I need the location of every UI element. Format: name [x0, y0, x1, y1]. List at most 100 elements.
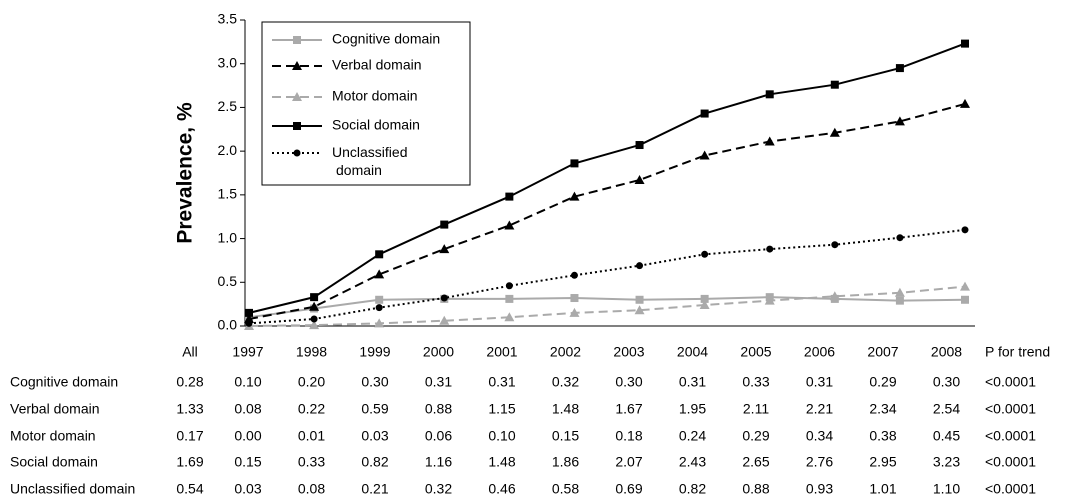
series-line [248, 42, 966, 314]
y-tick-label: 3.5 [218, 11, 238, 27]
table-cell: 1.01 [869, 481, 896, 497]
legend-label: Social domain [332, 117, 420, 133]
table-cell: 0.88 [425, 401, 452, 417]
table-cell: 0.24 [679, 428, 706, 444]
table-cell: 1.48 [488, 454, 515, 470]
table-cell: 0.06 [425, 428, 452, 444]
point [439, 244, 450, 254]
point [505, 282, 513, 290]
table-cell: 0.58 [552, 481, 579, 497]
point [635, 295, 644, 304]
table-cell: 0.10 [234, 374, 261, 390]
legend-label: Motor domain [332, 88, 418, 104]
table-cell: 2.34 [869, 401, 896, 417]
x-tick-label: 2006 [804, 344, 835, 360]
table-cell: <0.0001 [985, 401, 1036, 417]
table-cell: 0.59 [361, 401, 388, 417]
table-cell: 1.48 [552, 401, 579, 417]
table-cell: 0.45 [933, 428, 960, 444]
point [375, 304, 383, 312]
y-tick-label: 0.0 [218, 317, 238, 333]
point [895, 64, 904, 73]
x-tick-label: 2005 [740, 344, 771, 360]
table-cell: 0.88 [742, 481, 769, 497]
x-tick-label: 2004 [677, 344, 708, 360]
point [829, 127, 840, 137]
row-label: Cognitive domain [10, 374, 118, 390]
point [960, 98, 970, 108]
legend-label: Cognitive domain [332, 31, 440, 47]
point [440, 294, 448, 302]
point [374, 318, 385, 328]
x-tick-label: 2003 [613, 344, 644, 360]
x-tick-label: 1998 [296, 344, 327, 360]
y-tick-label: 2.5 [218, 98, 238, 114]
point [894, 116, 905, 126]
table-cell: 0.46 [488, 481, 515, 497]
point [829, 291, 840, 301]
y-tick-label: 2.0 [218, 142, 238, 158]
table-cell: <0.0001 [985, 454, 1036, 470]
point [375, 295, 384, 304]
table-cell: 0.18 [615, 428, 642, 444]
point [635, 141, 644, 150]
table-cell: 1.33 [176, 401, 203, 417]
table-cell: 0.00 [234, 428, 261, 444]
point [374, 269, 385, 279]
point [961, 295, 969, 304]
point [960, 281, 970, 291]
table-cell: 0.31 [425, 374, 452, 390]
table-cell: 0.21 [361, 481, 388, 497]
table-cell: 0.01 [298, 428, 325, 444]
x-tick-label: 2001 [486, 344, 517, 360]
point [569, 191, 580, 201]
point [569, 307, 580, 317]
table-cell: 0.03 [234, 481, 261, 497]
table-cell: 0.10 [488, 428, 515, 444]
point [764, 136, 775, 146]
series-line [248, 228, 966, 325]
point [570, 159, 579, 168]
table-cell: 0.34 [806, 428, 833, 444]
table-cell: 0.93 [806, 481, 833, 497]
point [310, 293, 319, 302]
point [700, 294, 709, 303]
point [309, 320, 320, 330]
table-cell: 1.86 [552, 454, 579, 470]
table-cell: 0.30 [361, 374, 388, 390]
table-cell: 1.15 [488, 401, 515, 417]
x-tick-label: 1997 [232, 344, 263, 360]
table-cell: 2.21 [806, 401, 833, 417]
point [570, 271, 578, 279]
point [244, 314, 254, 324]
table-cell: 2.43 [679, 454, 706, 470]
series-line [248, 285, 966, 327]
point [831, 241, 839, 249]
x-tick-label: 2002 [550, 344, 581, 360]
point [636, 262, 644, 270]
point [504, 312, 515, 322]
table-cell: 0.33 [298, 454, 325, 470]
table-header: All [182, 344, 198, 360]
legend-marker [292, 92, 302, 101]
table-cell: 0.31 [679, 374, 706, 390]
table-cell: 0.82 [361, 454, 388, 470]
x-tick-label: 2000 [423, 344, 454, 360]
table-cell: 0.29 [742, 428, 769, 444]
point [570, 294, 579, 303]
table-cell: 0.31 [806, 374, 833, 390]
table-cell: 0.15 [234, 454, 261, 470]
point [766, 245, 774, 253]
y-tick-label: 0.5 [218, 273, 238, 289]
table-cell: <0.0001 [985, 481, 1036, 497]
table-cell: 0.69 [615, 481, 642, 497]
table-cell: 0.54 [176, 481, 203, 497]
point [961, 39, 969, 48]
point [245, 308, 253, 317]
table-cell: 0.32 [552, 374, 579, 390]
point [830, 80, 839, 89]
point [440, 220, 449, 229]
point [505, 294, 514, 303]
table-cell: 2.65 [742, 454, 769, 470]
series-line [248, 296, 966, 319]
